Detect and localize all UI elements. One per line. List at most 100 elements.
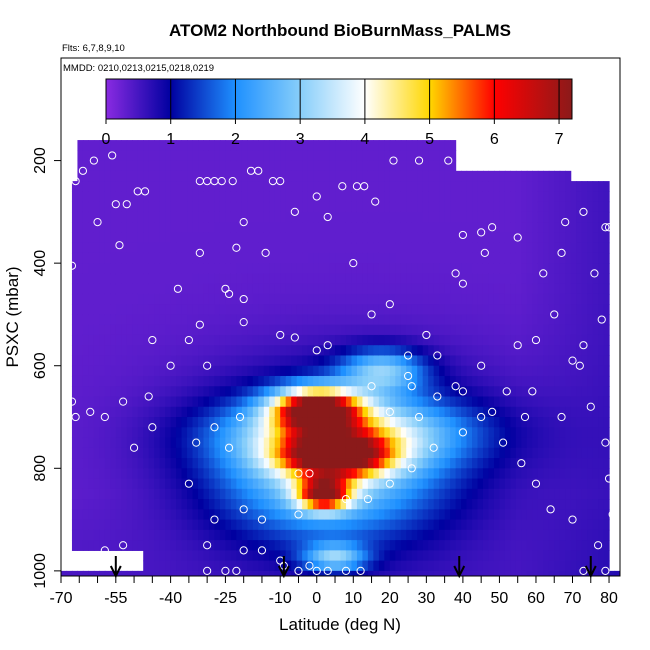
heatmap-cell [170,417,177,428]
heatmap-cell [439,488,446,500]
heatmap-cell [82,191,90,203]
heatmap-cell [482,386,490,398]
heatmap-cell [422,447,429,459]
heatmap-cell [110,365,117,377]
heatmap-cell [115,529,122,541]
heatmap-cell [373,468,380,480]
heatmap-cell [565,345,572,357]
heatmap-cell [400,242,407,254]
heatmap-cell [269,345,276,357]
heatmap-cell [132,334,139,346]
heatmap-cell [181,252,188,264]
heatmap-cell [493,550,501,562]
heatmap-cell [170,273,177,285]
observation-point [451,269,460,278]
heatmap-cell [126,386,133,398]
heatmap-cell [307,345,314,357]
heatmap-cell [203,140,210,151]
heatmap-cell [576,427,583,439]
heatmap-cell [296,170,303,182]
heatmap-cell [247,232,254,244]
heatmap-cell [214,375,221,387]
heatmap-cell [439,427,446,439]
heatmap-cell [395,211,402,223]
heatmap-cell [247,375,254,387]
heatmap-cell [351,437,358,449]
heatmap-cell [187,242,194,254]
heatmap-cell [515,458,522,469]
heatmap-cell [532,211,539,223]
heatmap-cell [499,365,506,377]
heatmap-cell [280,529,287,541]
heatmap-cell [132,468,139,480]
heatmap-cell [537,345,544,357]
heatmap-cell [115,447,122,459]
heatmap-cell [482,540,490,551]
heatmap-cell [143,375,150,387]
heatmap-cell [329,406,336,418]
heatmap-cell [274,242,281,254]
heatmap-cell [126,540,133,551]
heatmap-cell [219,242,227,254]
heatmap-cell [307,314,314,326]
heatmap-cell [77,232,84,244]
heatmap-cell [302,252,309,264]
heatmap-cell [526,447,533,459]
heatmap-cell [598,283,605,295]
heatmap-cell [395,222,402,233]
heatmap-cell [373,211,380,223]
heatmap-cell [422,191,429,203]
heatmap-cell [247,406,254,418]
y-tick-label: 400 [32,250,49,277]
heatmap-cell [121,540,128,551]
heatmap-cell [77,417,84,428]
heatmap-cell [198,263,205,275]
heatmap-cell [422,427,429,439]
heatmap-cell [521,273,528,285]
observation-point [488,223,497,232]
heatmap-cell [115,324,122,336]
heatmap-cell [274,355,281,367]
heatmap-cell [88,150,95,162]
heatmap-cell [532,181,539,192]
heatmap-cell [291,263,298,275]
heatmap-cell [559,211,566,223]
heatmap-cell [329,263,336,275]
heatmap-cell [482,478,490,490]
heatmap-cell [296,560,303,572]
observation-point [433,392,442,401]
heatmap-cell [482,181,490,192]
observation-point [210,423,219,432]
observation-points [67,151,617,575]
heatmap-cell [187,488,194,500]
heatmap-cell [565,427,572,439]
heatmap-cell [592,242,599,254]
heatmap-cell [395,509,402,521]
heatmap-cell [170,458,177,469]
heatmap-cell [318,406,325,418]
heatmap-cell [389,560,396,572]
heatmap-cell [340,396,347,408]
heatmap-cell [241,488,248,500]
heatmap-cell [291,560,298,572]
observation-point [601,566,610,575]
heatmap-cell [472,181,479,192]
observation-point [349,259,358,268]
heatmap-cell [439,375,446,387]
heatmap-cell [313,181,320,192]
observation-point [557,412,566,422]
heatmap-cell [187,170,194,182]
heatmap-cell [389,365,396,377]
heatmap-cell [192,499,199,510]
heatmap-cell [340,519,347,531]
heatmap-cell [367,406,374,418]
heatmap-cell [219,560,227,572]
heatmap-cell [208,181,216,192]
heatmap-cell [236,468,243,480]
heatmap-cell [88,201,95,213]
heatmap-cell [93,232,100,244]
heatmap-cell [230,529,237,541]
heatmap-cell [592,499,599,510]
heatmap-cell [214,427,221,439]
heatmap-cell [362,345,369,357]
